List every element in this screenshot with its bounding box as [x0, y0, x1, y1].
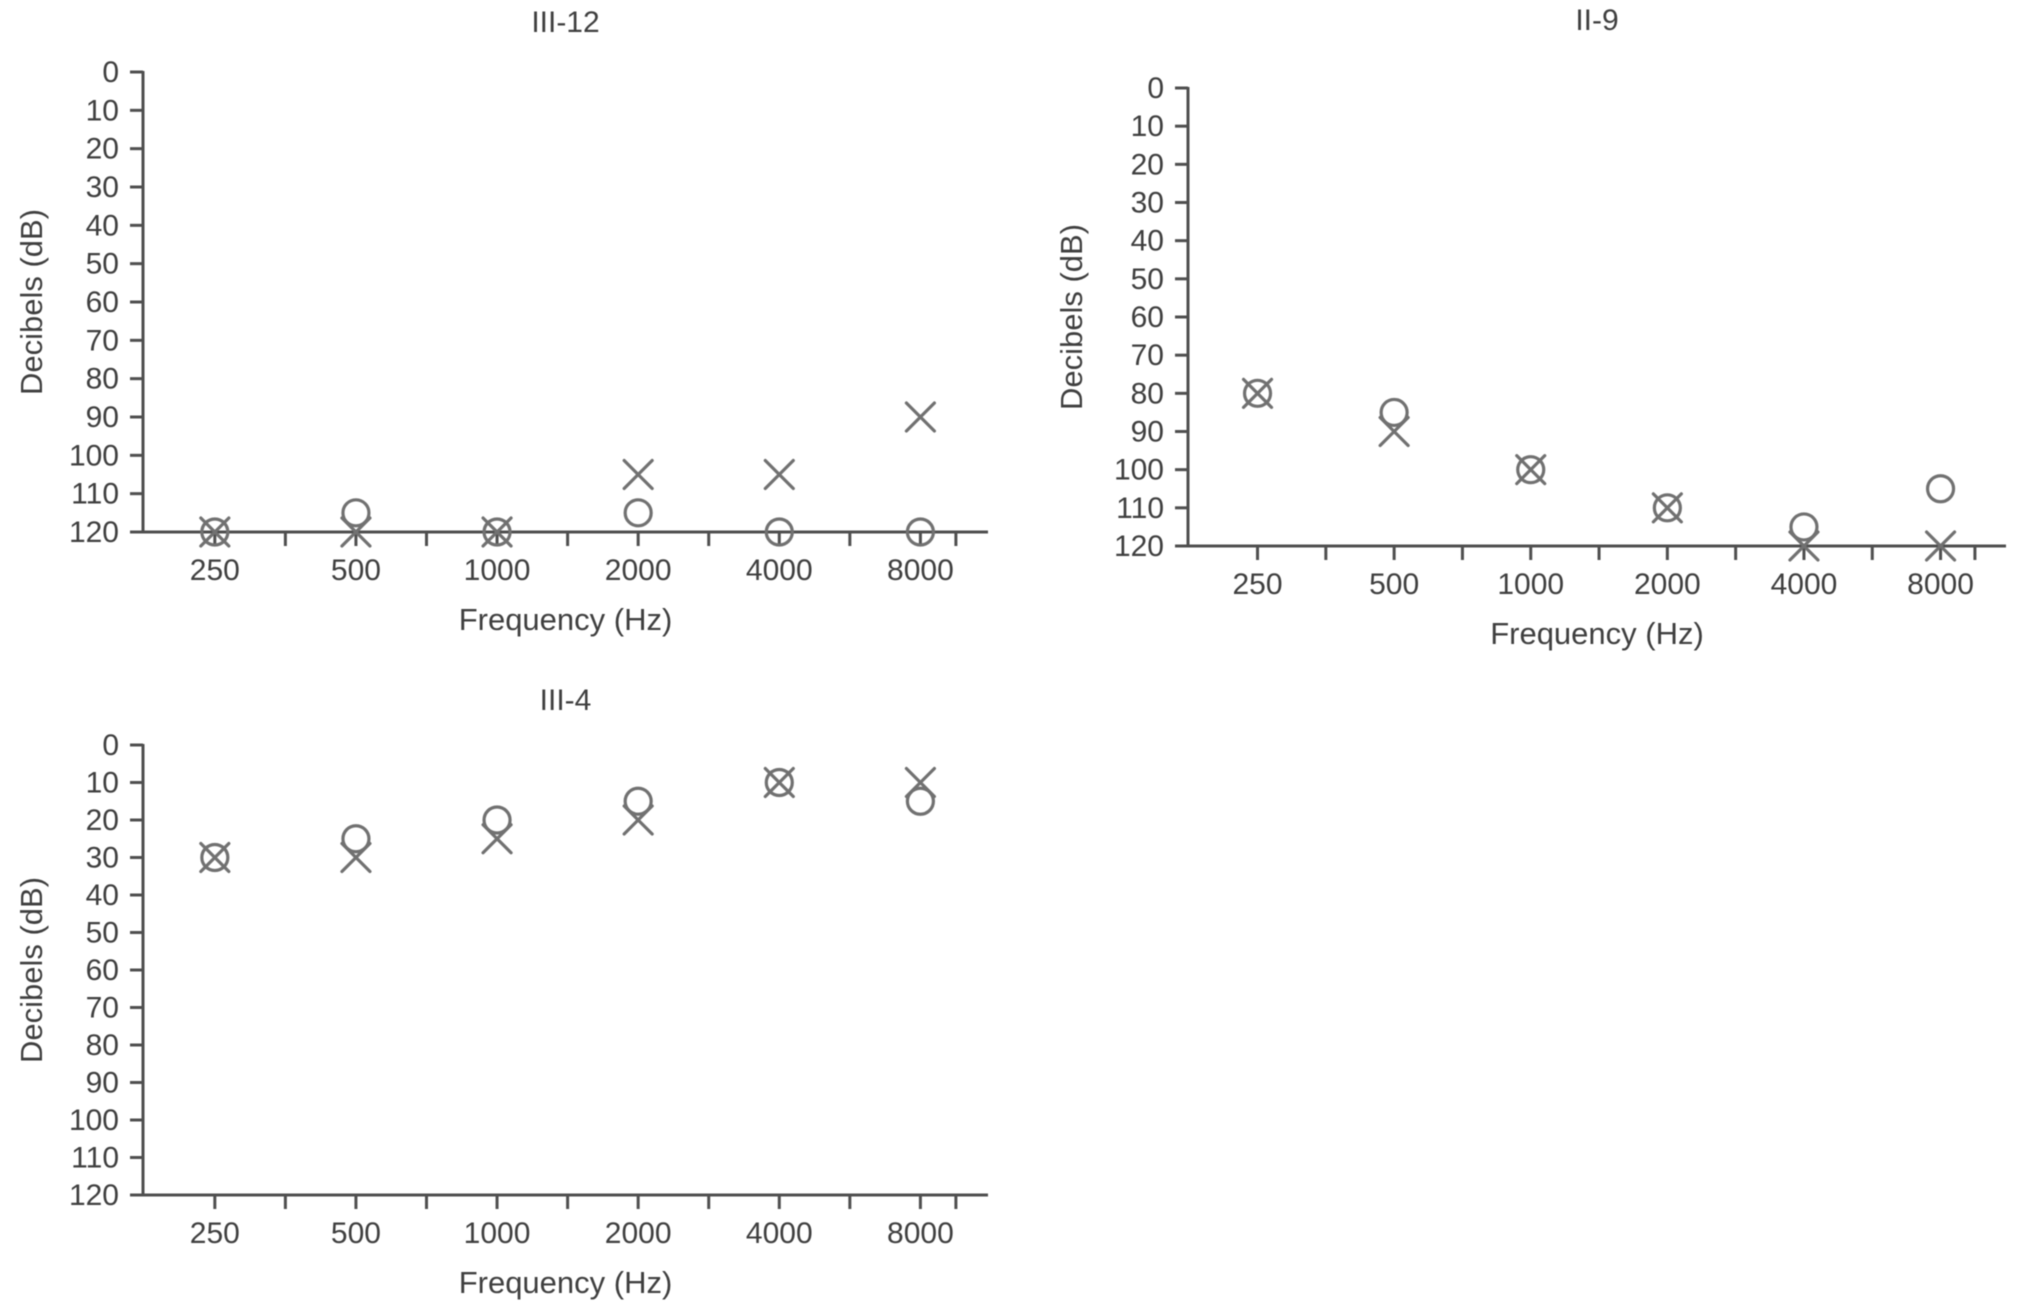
y-tick-label: 60 — [86, 954, 119, 987]
y-tick-label: 0 — [102, 56, 119, 89]
y-tick-label: 20 — [86, 804, 119, 837]
circle-marker — [1652, 493, 1682, 523]
circle-marker — [905, 786, 936, 816]
y-tick-label: 60 — [86, 286, 119, 319]
x-tick-label: 2000 — [605, 1217, 672, 1250]
x-tick-label: 4000 — [746, 1217, 813, 1250]
y-tick-label: 50 — [86, 917, 119, 950]
y-tick-label: 60 — [1131, 301, 1164, 334]
y-tick-label: 80 — [1131, 377, 1164, 410]
chart-title: III-4 — [540, 684, 592, 717]
y-tick-label: 30 — [86, 842, 119, 875]
x-marker — [763, 458, 795, 491]
y-tick-label: 90 — [86, 1067, 119, 1100]
y-tick-label: 120 — [69, 1179, 119, 1212]
x-tick-label: 8000 — [887, 1217, 954, 1250]
y-tick-label: 40 — [86, 209, 119, 242]
circle-marker — [200, 842, 230, 873]
x-tick-label: 1000 — [1497, 568, 1564, 601]
y-axis-label: Decibels (dB) — [1054, 224, 1089, 410]
x-tick-label: 4000 — [746, 554, 813, 587]
y-tick-label: 80 — [86, 1029, 119, 1062]
y-tick-label: 120 — [69, 516, 119, 549]
x-axis-label: Frequency (Hz) — [459, 1265, 673, 1300]
y-tick-label: 90 — [86, 401, 119, 434]
x-marker — [622, 458, 654, 491]
circle-marker — [623, 786, 653, 816]
y-tick-label: 40 — [86, 879, 119, 912]
circle-marker — [341, 498, 371, 528]
y-tick-label: 100 — [69, 1104, 119, 1137]
x-tick-label: 2000 — [605, 554, 672, 587]
chart-ii-9: II-9 Decibels (dB) 0 10 20 30 40 50 60 70 80 90 100 1… — [1054, 4, 2006, 651]
x-tick-label: 8000 — [887, 554, 954, 587]
y-tick-label: 30 — [86, 171, 119, 204]
y-tick-label: 110 — [71, 1142, 119, 1175]
x-tick-label: 2000 — [1634, 568, 1701, 601]
x-marker — [1924, 530, 1957, 562]
y-tick-label: 100 — [1114, 454, 1164, 487]
x-tick-label: 500 — [331, 1217, 381, 1250]
circle-marker — [1789, 512, 1819, 542]
circle-marker — [482, 805, 512, 835]
circle-marker — [1516, 455, 1546, 485]
chart-iii-12: III-12 Decibels (dB) 0 10 20 30 40 50 60 70 80 90 10… — [14, 6, 988, 637]
y-tick-label: 80 — [86, 363, 119, 396]
x-marker — [904, 401, 936, 433]
circle-marker — [1925, 474, 1956, 504]
x-tick-label: 8000 — [1907, 568, 1974, 601]
y-tick-label: 40 — [1131, 225, 1164, 258]
y-tick-label: 10 — [86, 767, 119, 800]
y-tick-label: 120 — [1114, 530, 1164, 563]
circle-marker — [623, 498, 653, 528]
circle-marker — [1379, 397, 1409, 428]
y-axis-label: Decibels (dB) — [14, 877, 49, 1063]
y-axis-label: Decibels (dB) — [14, 209, 49, 395]
circle-marker — [1242, 378, 1273, 408]
x-tick-label: 1000 — [464, 554, 531, 587]
x-tick-label: 250 — [1232, 568, 1282, 601]
y-tick-label: 110 — [1116, 492, 1164, 525]
y-tick-label: 20 — [1131, 148, 1164, 181]
chart-title: III-12 — [531, 6, 599, 39]
y-tick-label: 50 — [86, 248, 119, 281]
y-tick-label: 20 — [86, 133, 119, 166]
y-tick-label: 10 — [86, 94, 119, 127]
y-tick-label: 70 — [86, 324, 119, 357]
chart-title: II-9 — [1575, 4, 1618, 37]
x-tick-label: 4000 — [1771, 568, 1838, 601]
x-tick-label: 250 — [190, 1217, 240, 1250]
chart-iii-4: III-4 Decibels (dB) 0 10 20 30 40 50 60 70 80 90 100… — [14, 684, 988, 1300]
x-tick-label: 250 — [190, 554, 240, 587]
x-tick-label: 500 — [331, 554, 381, 587]
y-tick-label: 0 — [1147, 72, 1164, 105]
circle-marker — [341, 824, 371, 854]
circle-marker — [905, 517, 936, 547]
y-tick-label: 70 — [86, 992, 119, 1025]
y-tick-label: 10 — [1131, 110, 1164, 143]
y-tick-label: 90 — [1131, 416, 1164, 449]
circle-marker — [200, 517, 230, 547]
y-tick-label: 30 — [1131, 187, 1164, 220]
x-tick-label: 500 — [1369, 568, 1419, 601]
circle-marker — [482, 517, 512, 547]
y-tick-label: 100 — [69, 439, 119, 472]
y-tick-label: 0 — [102, 729, 119, 762]
x-tick-label: 1000 — [464, 1217, 531, 1250]
circle-marker — [764, 767, 794, 798]
y-tick-label: 70 — [1131, 339, 1164, 372]
circle-marker — [764, 517, 794, 547]
y-tick-label: 110 — [71, 478, 119, 511]
y-tick-label: 50 — [1131, 263, 1164, 296]
x-axis-label: Frequency (Hz) — [459, 602, 673, 637]
x-axis-label: Frequency (Hz) — [1490, 616, 1704, 651]
